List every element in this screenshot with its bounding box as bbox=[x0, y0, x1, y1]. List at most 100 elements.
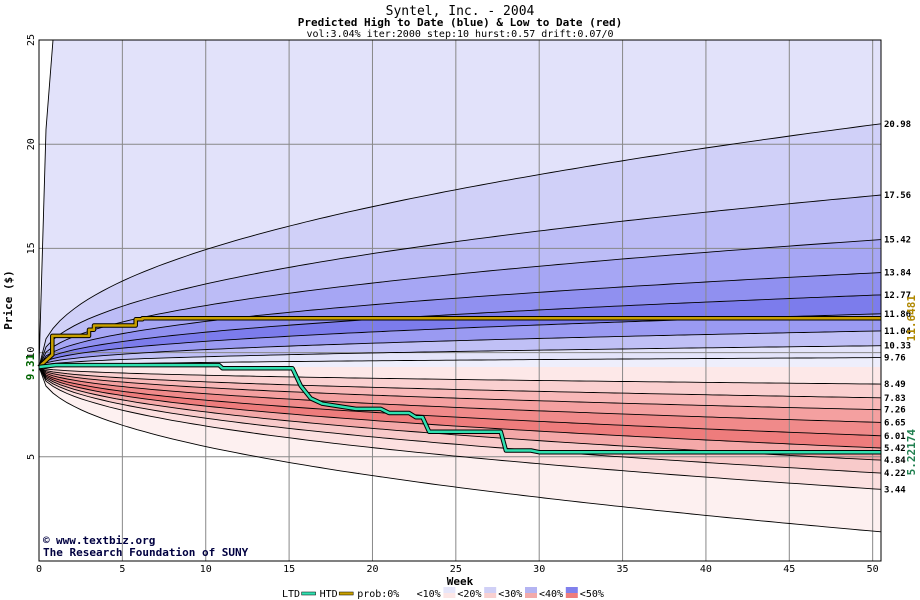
low-band-8 bbox=[39, 367, 881, 490]
legend-swatch-top bbox=[565, 587, 578, 593]
end-label: 4.84 bbox=[884, 456, 906, 466]
credit-org: The Research Foundation of SUNY bbox=[43, 546, 249, 559]
legend-label: <30% bbox=[498, 589, 522, 600]
htd-final-value: 11.6481 bbox=[905, 295, 918, 342]
x-axis-label: Week bbox=[447, 575, 474, 588]
chart-title: Syntel, Inc. - 2004 bbox=[386, 4, 535, 19]
low-boundary-9 bbox=[38, 366, 882, 533]
end-label: 6.01 bbox=[884, 432, 906, 442]
legend-label: LTD bbox=[282, 589, 300, 600]
low-boundary-1 bbox=[38, 366, 882, 399]
low-band-0 bbox=[39, 367, 881, 385]
low-band-2 bbox=[39, 367, 881, 410]
legend-line-swatch bbox=[301, 591, 316, 596]
legend-label: <20% bbox=[457, 589, 481, 600]
x-tick-label: 50 bbox=[867, 564, 879, 575]
end-label: 15.42 bbox=[884, 236, 911, 246]
chart-subtitle: Predicted High to Date (blue) & Low to D… bbox=[298, 16, 623, 29]
credit-block: © www.textbiz.org The Research Foundatio… bbox=[43, 534, 249, 559]
legend-label: <40% bbox=[539, 589, 563, 600]
high-band-2 bbox=[39, 123, 881, 367]
legend-swatch-bottom bbox=[443, 593, 456, 598]
high-boundary-5 bbox=[38, 294, 882, 368]
start-price-label: 9.31 bbox=[24, 353, 37, 380]
end-label: 7.83 bbox=[884, 394, 906, 404]
end-label: 12.77 bbox=[884, 291, 911, 301]
high-boundary-8 bbox=[38, 345, 882, 368]
low-band-4 bbox=[39, 367, 881, 436]
end-label: 10.33 bbox=[884, 342, 911, 352]
end-label: 8.49 bbox=[884, 380, 906, 390]
end-label: 11.86 bbox=[884, 310, 911, 320]
high-band-6 bbox=[39, 294, 881, 367]
chart-params: vol:3.04% iter:2000 step:10 hurst:0.57 d… bbox=[306, 29, 613, 40]
high-band-4 bbox=[39, 239, 881, 367]
legend-swatch-top bbox=[443, 587, 456, 593]
end-label: 4.22 bbox=[884, 469, 906, 479]
high-boundary-7 bbox=[38, 330, 882, 368]
high-boundary-9 bbox=[38, 357, 881, 368]
low-boundary-8 bbox=[38, 366, 882, 490]
x-tick-label: 25 bbox=[450, 564, 462, 575]
end-label: 3.44 bbox=[884, 485, 906, 495]
copyright-symbol: © bbox=[43, 534, 50, 547]
legend-label: <10% bbox=[417, 589, 441, 600]
legend-line-swatch bbox=[338, 591, 354, 596]
end-label: 9.76 bbox=[884, 354, 906, 364]
high-band-1 bbox=[39, 40, 881, 367]
x-tick-label: 5 bbox=[119, 564, 125, 575]
x-tick-label: 15 bbox=[283, 564, 295, 575]
end-label: 7.26 bbox=[884, 406, 906, 416]
x-tick-label: 10 bbox=[200, 564, 212, 575]
low-band-7 bbox=[39, 367, 881, 474]
low-band-3 bbox=[39, 367, 881, 423]
end-label: 17.56 bbox=[884, 191, 911, 201]
x-tick-label: 30 bbox=[533, 564, 545, 575]
y-tick-label: 15 bbox=[26, 242, 37, 254]
credit-site: www.textbiz.org bbox=[56, 534, 155, 547]
high-band-3 bbox=[39, 195, 881, 367]
legend-swatch-bottom bbox=[484, 593, 497, 598]
x-tick-label: 35 bbox=[617, 564, 629, 575]
legend-swatch-top bbox=[525, 587, 537, 593]
end-label: 5.42 bbox=[884, 444, 906, 454]
legend: LTD HTD prob:0% <10% <20% <30% <40% <50% bbox=[282, 587, 604, 600]
legend-label: prob:0% bbox=[357, 589, 399, 600]
high-boundary-3 bbox=[38, 239, 882, 368]
x-tick-label: 0 bbox=[36, 564, 42, 575]
end-label: 6.65 bbox=[884, 418, 906, 428]
end-label: 13.84 bbox=[884, 269, 912, 279]
low-boundary-3 bbox=[38, 366, 882, 423]
series-lines bbox=[37, 315, 881, 455]
low-boundary-2 bbox=[38, 366, 882, 411]
low-boundary-7 bbox=[38, 366, 882, 474]
low-boundary-5 bbox=[38, 366, 882, 449]
low-boundary-4 bbox=[38, 366, 882, 437]
y-axis-label: Price ($) bbox=[2, 270, 15, 330]
high-boundary-1 bbox=[38, 123, 882, 368]
x-tick-label: 45 bbox=[783, 564, 795, 575]
low-boundary-0 bbox=[38, 366, 882, 385]
high-boundary-2 bbox=[38, 194, 882, 368]
y-tick-label: 10 bbox=[26, 347, 37, 359]
end-label: 20.98 bbox=[884, 120, 911, 130]
y-tick-label: 5 bbox=[26, 454, 37, 460]
y-axis-ticks: 5 10 15 20 25 bbox=[26, 34, 37, 460]
high-band-8 bbox=[39, 330, 881, 367]
legend-swatch-bottom bbox=[402, 593, 415, 598]
band-boundary-lines bbox=[38, 39, 882, 533]
low-band-1 bbox=[39, 367, 881, 398]
legend-swatch-bottom bbox=[525, 593, 537, 598]
band-end-labels: 20.98 17.56 15.42 13.84 12.77 11.86 11.04 10.33… bbox=[884, 120, 912, 496]
plot-frame bbox=[38, 39, 882, 562]
htd-line bbox=[38, 316, 881, 368]
ltd-final-value: 5.22174 bbox=[905, 429, 918, 476]
x-tick-label: 20 bbox=[366, 564, 378, 575]
x-axis-ticks: 0 5 10 15 20 25 30 35 40 45 50 bbox=[36, 564, 879, 575]
legend-label: HTD bbox=[320, 589, 338, 600]
low-band-9 bbox=[39, 367, 881, 532]
legend-swatch-top bbox=[484, 587, 497, 593]
high-band-5 bbox=[39, 272, 881, 367]
probability-bands bbox=[39, 40, 881, 532]
